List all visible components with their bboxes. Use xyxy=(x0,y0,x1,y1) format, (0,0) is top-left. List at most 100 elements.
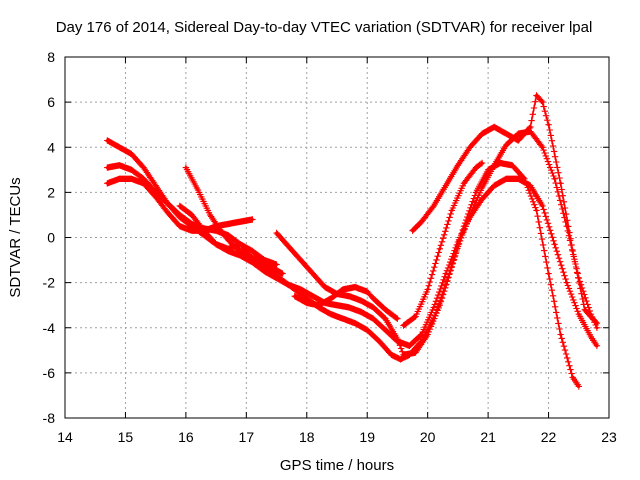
data-point xyxy=(541,204,544,208)
x-tick-label: 22 xyxy=(541,429,557,445)
data-point xyxy=(559,333,563,336)
data-point xyxy=(154,195,158,199)
y-tick-label: 6 xyxy=(47,94,55,110)
data-point xyxy=(389,353,393,357)
data-point xyxy=(214,242,218,246)
data-point xyxy=(371,317,375,321)
data-point xyxy=(232,245,236,248)
data-point xyxy=(474,166,478,170)
x-tick-label: 19 xyxy=(359,429,375,445)
data-point xyxy=(547,272,551,276)
data-point xyxy=(450,208,454,212)
y-tick-label: 2 xyxy=(47,184,55,200)
data-point xyxy=(142,181,146,185)
series-satellite-e xyxy=(182,164,286,277)
data-point xyxy=(595,344,599,348)
data-point xyxy=(329,312,333,316)
data-point xyxy=(559,181,563,185)
data-point xyxy=(553,177,557,181)
data-point xyxy=(275,276,279,280)
data-point xyxy=(480,197,484,201)
data-point xyxy=(492,184,496,188)
data-point xyxy=(456,163,460,167)
data-point xyxy=(238,220,242,224)
y-axis-title: SDTVAR / TECUs xyxy=(7,177,24,297)
data-point xyxy=(383,328,387,332)
data-point xyxy=(516,139,520,142)
x-tick-label: 16 xyxy=(178,429,194,445)
data-point xyxy=(432,305,436,309)
data-point xyxy=(541,145,544,149)
x-tick-label: 17 xyxy=(239,429,255,445)
data-point xyxy=(347,294,351,298)
series-satellite-f xyxy=(273,159,582,390)
data-point xyxy=(311,294,315,298)
data-point xyxy=(190,224,194,228)
data-point xyxy=(371,296,375,300)
x-tick-label: 14 xyxy=(57,429,73,445)
x-tick-label: 15 xyxy=(118,429,134,445)
data-point xyxy=(178,204,182,208)
x-tick-label: 23 xyxy=(601,429,617,445)
data-point xyxy=(402,353,405,357)
y-tick-label: 0 xyxy=(47,230,55,246)
x-tick-label: 20 xyxy=(420,429,436,445)
data-point xyxy=(117,177,121,181)
data-point xyxy=(263,269,266,273)
data-point xyxy=(323,285,327,289)
data-point xyxy=(105,166,109,170)
data-point xyxy=(130,177,133,181)
y-tick-label: 4 xyxy=(47,139,55,155)
data-point xyxy=(492,125,496,129)
data-point xyxy=(414,315,418,318)
data-point xyxy=(468,145,472,149)
data-point xyxy=(383,308,387,312)
data-point xyxy=(353,285,357,289)
data-point xyxy=(305,301,309,305)
data-point xyxy=(202,229,206,233)
data-point xyxy=(462,181,466,185)
y-tick-label: 8 xyxy=(47,49,55,65)
data-point xyxy=(553,242,557,246)
data-point xyxy=(516,177,520,181)
data-point xyxy=(275,231,279,235)
data-point xyxy=(474,190,478,194)
data-point xyxy=(154,184,158,188)
data-point xyxy=(583,308,587,312)
data-point xyxy=(565,281,569,285)
y-tick-label: -8 xyxy=(43,410,56,426)
series-satellite-i xyxy=(400,159,486,329)
data-point xyxy=(365,328,369,332)
data-point xyxy=(238,254,242,257)
data-point xyxy=(480,161,484,165)
data-point xyxy=(178,215,182,219)
series-layer xyxy=(104,92,601,390)
data-point xyxy=(547,123,551,127)
data-point xyxy=(486,168,490,172)
axis-layer: 14 15 16 17 18 19 20 21 22 23 -8 -6 -4 -2 0 2 4 6 8 xyxy=(43,49,617,445)
series-satellite-g xyxy=(291,283,401,322)
data-point xyxy=(196,188,200,192)
data-point xyxy=(541,100,544,104)
data-point xyxy=(341,287,345,291)
data-point xyxy=(577,384,581,388)
data-point xyxy=(595,321,599,325)
data-point xyxy=(571,249,575,253)
data-point xyxy=(395,317,399,321)
data-point xyxy=(589,335,593,339)
data-point xyxy=(190,229,194,233)
data-point xyxy=(184,166,188,170)
data-point xyxy=(510,163,514,167)
data-point xyxy=(426,287,430,291)
data-point xyxy=(365,290,369,294)
data-point xyxy=(166,211,170,215)
data-point xyxy=(504,177,508,181)
data-point xyxy=(117,163,121,167)
data-point xyxy=(335,303,339,307)
data-point xyxy=(571,375,575,379)
data-point xyxy=(256,258,260,262)
data-point xyxy=(395,337,399,341)
x-axis-title: GPS time / hours xyxy=(280,457,394,474)
data-point xyxy=(504,143,508,147)
